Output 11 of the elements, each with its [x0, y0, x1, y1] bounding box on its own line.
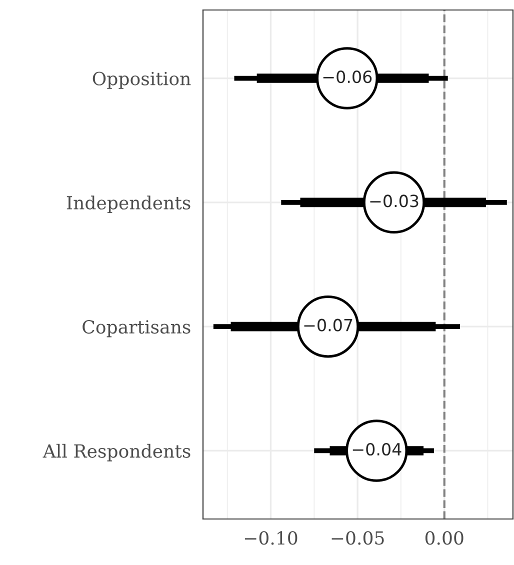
- data-label: −0.06: [323, 70, 372, 84]
- y-tick-label: Independents: [66, 196, 190, 214]
- y-tick-label: Opposition: [92, 72, 191, 89]
- y-tick-label: Copartisans: [82, 320, 190, 338]
- x-tick-label: 0.00: [425, 531, 464, 545]
- x-tick-label: −0.10: [244, 531, 298, 545]
- data-label: −0.03: [370, 194, 418, 208]
- y-tick-label: All Respondents: [42, 444, 190, 462]
- data-label: −0.04: [352, 442, 402, 456]
- x-tick-label: −0.05: [332, 531, 384, 545]
- data-label: −0.07: [304, 318, 352, 332]
